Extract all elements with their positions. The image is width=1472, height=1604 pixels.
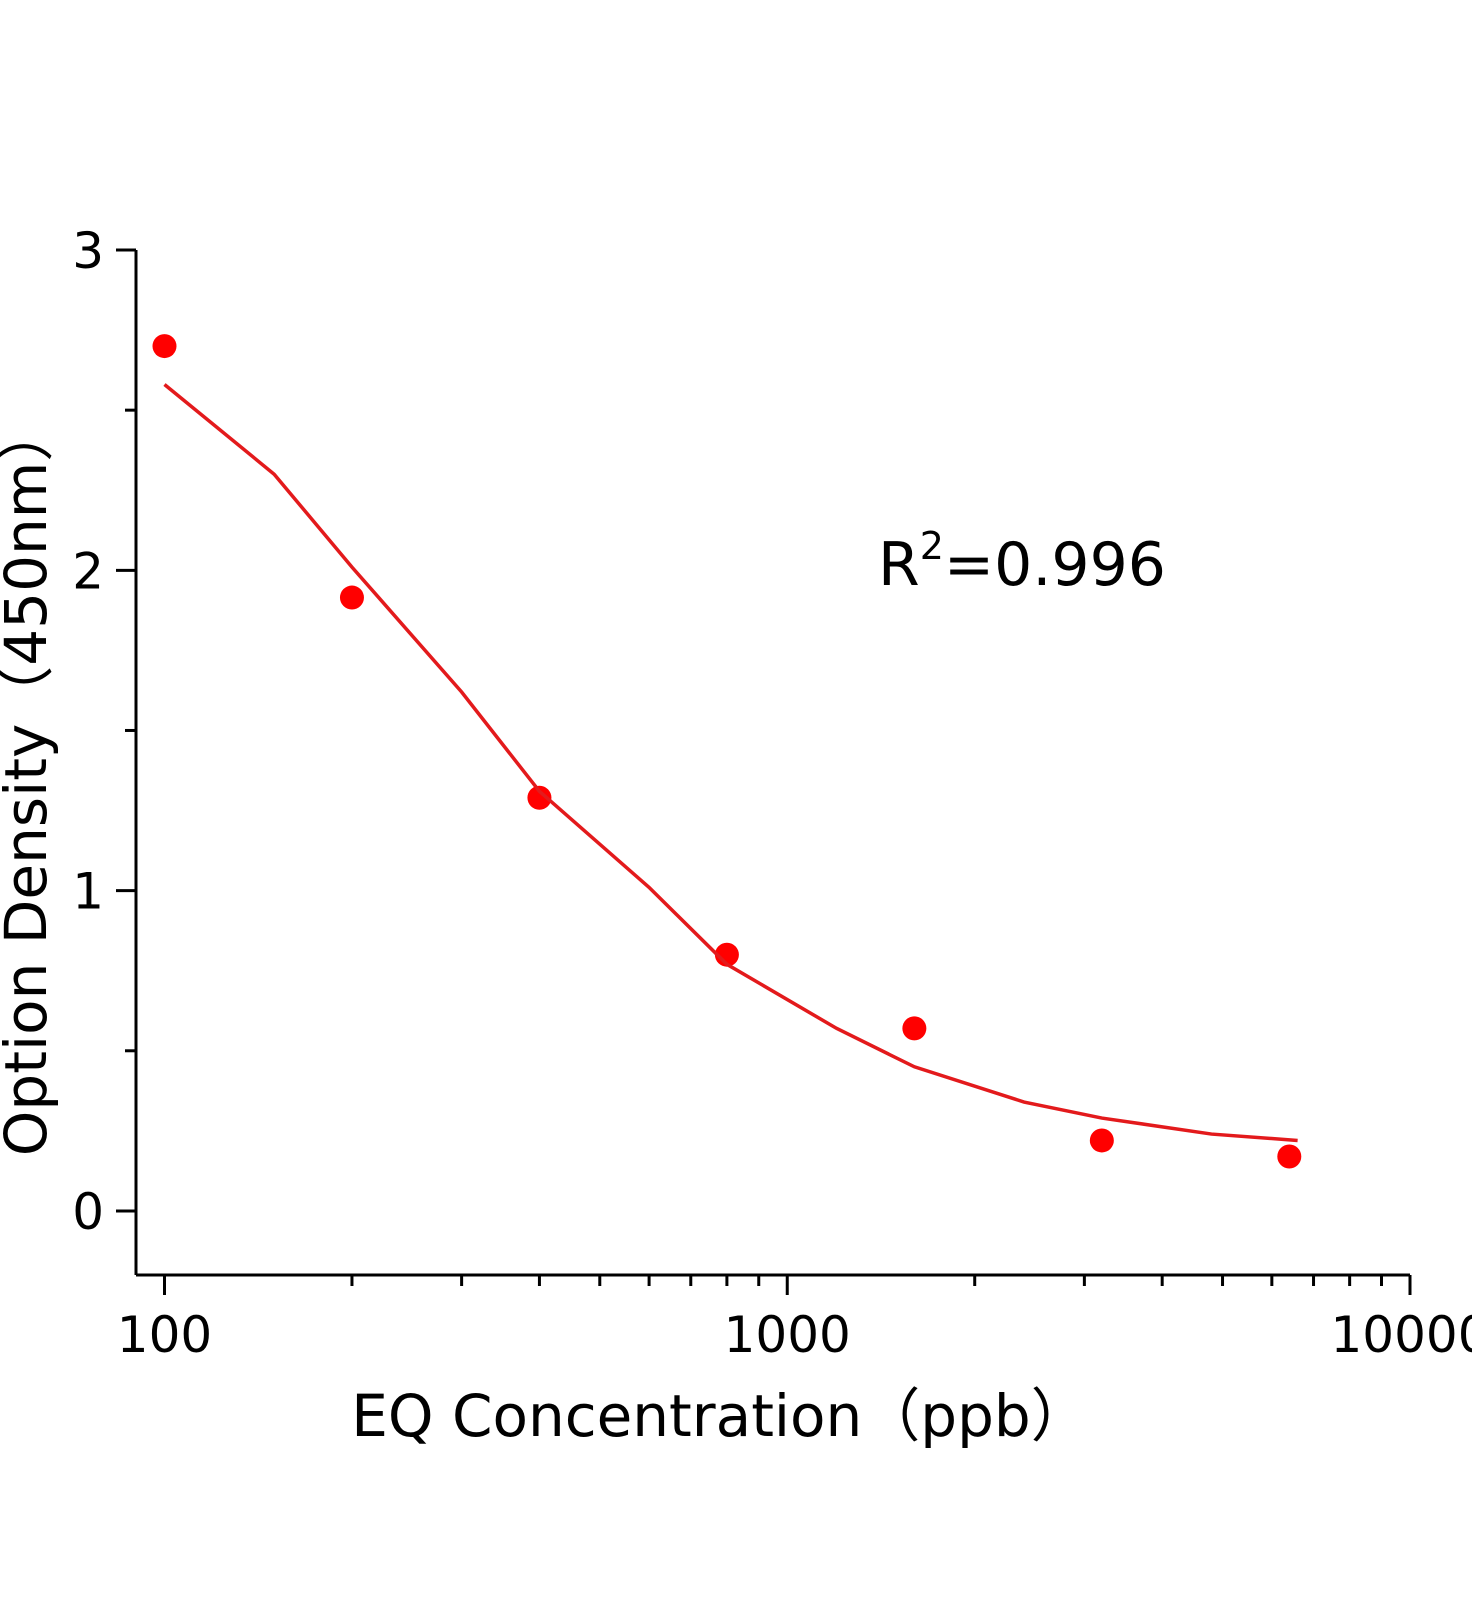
data-point [527,785,552,810]
annotation-base: R [878,530,920,600]
annotation: R2=0.996 [878,524,1166,600]
x-tick-label: 10000 [1330,1306,1472,1364]
y-tick-label: 3 [72,222,104,280]
y-tick-label: 1 [72,863,104,921]
x-tick-label: 100 [117,1306,212,1364]
data-point [152,334,177,359]
x-axis-title: EQ Concentration（ppb） [351,1382,1089,1450]
annotation-sup: 2 [920,524,944,568]
data-point [1089,1128,1114,1153]
data-point [902,1016,927,1041]
y-axis-title: Option Density（450nm） [0,404,60,1156]
data-point [339,585,364,610]
y-tick-label: 0 [72,1183,104,1241]
x-tick-label: 1000 [724,1306,851,1364]
y-tick-label: 2 [72,542,104,600]
fit-line [163,383,1298,1143]
data-point [1277,1144,1302,1169]
annotation-rest: =0.996 [944,530,1166,600]
